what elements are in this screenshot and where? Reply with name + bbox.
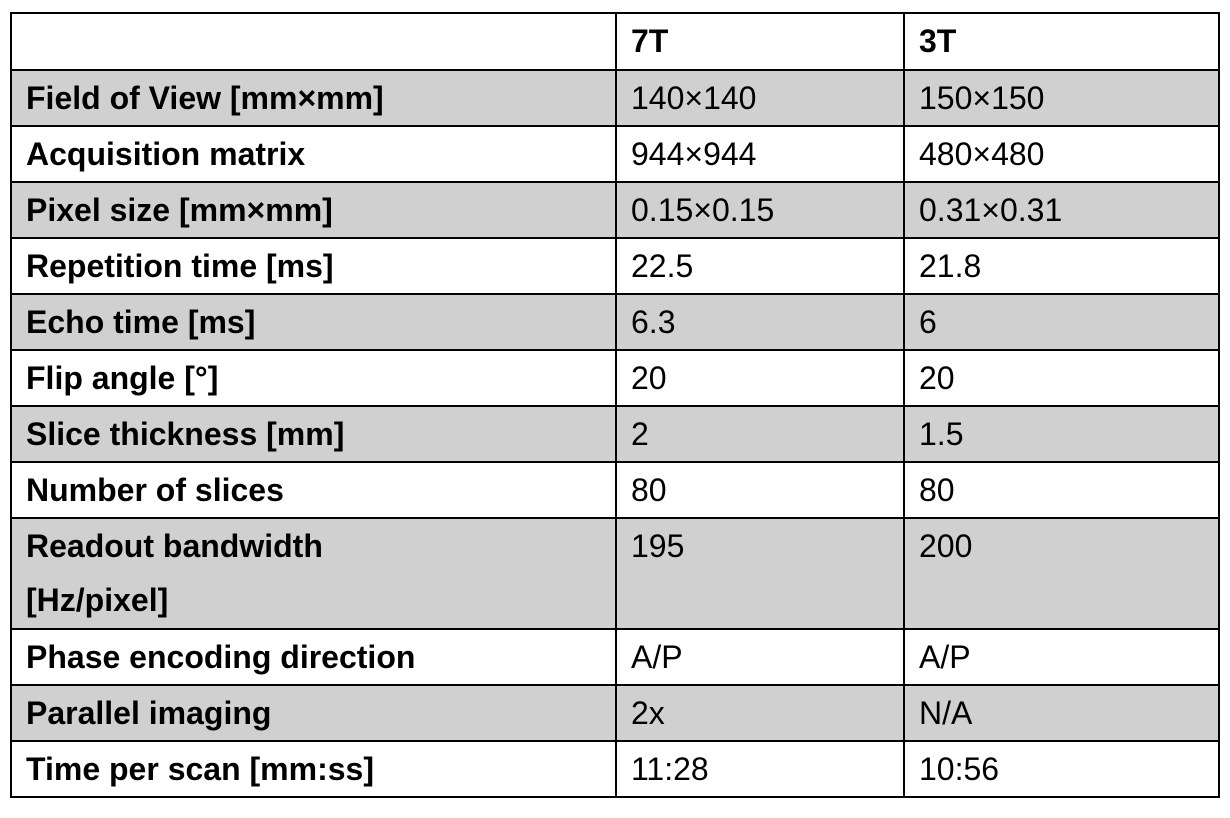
cell-value: 140×140 bbox=[615, 69, 905, 127]
cell-value: 10:56 bbox=[903, 740, 1220, 798]
header-corner bbox=[10, 12, 617, 71]
row-label: Readout bandwidth [Hz/pixel] bbox=[10, 517, 617, 630]
row-label: Slice thickness [mm] bbox=[10, 405, 617, 463]
cell-value: 21.8 bbox=[903, 237, 1220, 295]
cell-value: 480×480 bbox=[903, 125, 1220, 183]
cell-value: 0.31×0.31 bbox=[903, 181, 1220, 239]
cell-value: 80 bbox=[903, 461, 1220, 519]
row-label: Phase encoding direction bbox=[10, 628, 617, 686]
table-row: Number of slices 80 80 bbox=[10, 461, 1220, 519]
header-row: 7T 3T bbox=[10, 12, 1220, 71]
row-label: Field of View [mm×mm] bbox=[10, 69, 617, 127]
cell-value: 0.15×0.15 bbox=[615, 181, 905, 239]
column-header: 7T bbox=[615, 12, 905, 71]
cell-value: 6 bbox=[903, 293, 1220, 351]
cell-value: 944×944 bbox=[615, 125, 905, 183]
table-row: Field of View [mm×mm] 140×140 150×150 bbox=[10, 69, 1220, 127]
cell-value: 22.5 bbox=[615, 237, 905, 295]
cell-value: 2 bbox=[615, 405, 905, 463]
cell-value: A/P bbox=[903, 628, 1220, 686]
cell-value: 11:28 bbox=[615, 740, 905, 798]
table-row: Time per scan [mm:ss] 11:28 10:56 bbox=[10, 740, 1220, 798]
cell-value: 2x bbox=[615, 684, 905, 742]
cell-value: 1.5 bbox=[903, 405, 1220, 463]
cell-value: 20 bbox=[903, 349, 1220, 407]
cell-value: N/A bbox=[903, 684, 1220, 742]
table-row: Readout bandwidth [Hz/pixel] 195 200 bbox=[10, 517, 1220, 630]
row-label: Parallel imaging bbox=[10, 684, 617, 742]
table-row: Flip angle [°] 20 20 bbox=[10, 349, 1220, 407]
cell-value: 200 bbox=[903, 517, 1220, 630]
row-label-text: Readout bandwidth [Hz/pixel] bbox=[26, 528, 323, 618]
row-label: Time per scan [mm:ss] bbox=[10, 740, 617, 798]
row-label: Pixel size [mm×mm] bbox=[10, 181, 617, 239]
cell-value: 195 bbox=[615, 517, 905, 630]
column-header: 3T bbox=[903, 12, 1220, 71]
table-row: Pixel size [mm×mm] 0.15×0.15 0.31×0.31 bbox=[10, 181, 1220, 239]
table-row: Acquisition matrix 944×944 480×480 bbox=[10, 125, 1220, 183]
table-row: Repetition time [ms] 22.5 21.8 bbox=[10, 237, 1220, 295]
row-label: Acquisition matrix bbox=[10, 125, 617, 183]
row-label: Echo time [ms] bbox=[10, 293, 617, 351]
table-row: Slice thickness [mm] 2 1.5 bbox=[10, 405, 1220, 463]
row-label: Number of slices bbox=[10, 461, 617, 519]
row-label: Repetition time [ms] bbox=[10, 237, 617, 295]
cell-value: 6.3 bbox=[615, 293, 905, 351]
cell-value: 80 bbox=[615, 461, 905, 519]
parameter-table: 7T 3T Field of View [mm×mm] 140×140 150×15… bbox=[10, 12, 1220, 798]
cell-value: 150×150 bbox=[903, 69, 1220, 127]
table-row: Echo time [ms] 6.3 6 bbox=[10, 293, 1220, 351]
cell-value: 20 bbox=[615, 349, 905, 407]
table-body: 7T 3T Field of View [mm×mm] 140×140 150×15… bbox=[10, 12, 1220, 798]
cell-value: A/P bbox=[615, 628, 905, 686]
table-row: Phase encoding direction A/P A/P bbox=[10, 628, 1220, 686]
table-row: Parallel imaging 2x N/A bbox=[10, 684, 1220, 742]
row-label: Flip angle [°] bbox=[10, 349, 617, 407]
